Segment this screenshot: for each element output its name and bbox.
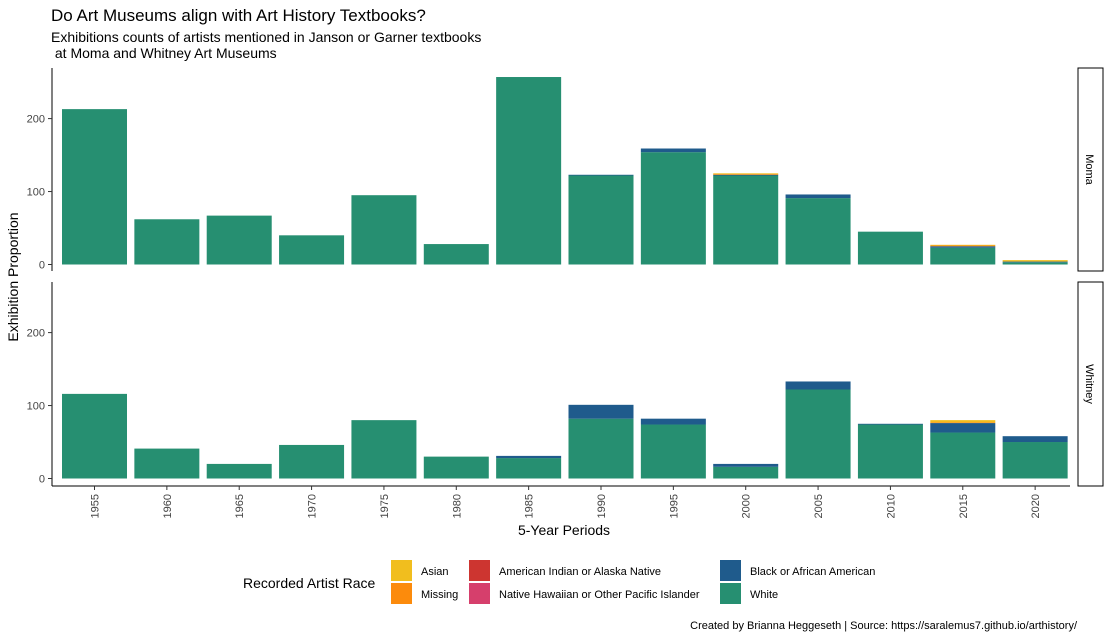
bar-whitney-1975-white [351, 420, 417, 479]
y-axis-label: Exhibition Proportion [5, 212, 21, 341]
bar-whitney-1985-white [496, 458, 562, 479]
chart-subtitle-line-2: at Moma and Whitney Art Museums [51, 45, 277, 61]
chart-subtitle-line-1: Exhibitions counts of artists mentioned … [51, 29, 481, 45]
bar-moma-2020-white [1002, 262, 1068, 265]
bar-moma-1990-black-or-african-american [568, 174, 634, 176]
bar-moma-2020-black-or-african-american [1002, 261, 1068, 263]
legend-title: Recorded Artist Race [243, 575, 375, 591]
facet-strip [1077, 67, 1104, 272]
legend-label: American Indian or Alaska Native [499, 566, 661, 578]
bar-moma-2000-black-or-african-american [713, 174, 779, 176]
x-tick-label: 1970 [307, 494, 319, 518]
x-tick-label: 1985 [524, 494, 536, 518]
bar-whitney-1980-white [423, 456, 489, 479]
bar-whitney-2015-black-or-african-american [930, 423, 996, 433]
facet-panels: 0 100 200 Moma 0 100 200 Whitney [27, 67, 1104, 487]
bar-whitney-2020-white [1002, 442, 1068, 479]
bar-whitney-1955-white [62, 393, 127, 479]
bar-whitney-1985-black-or-african-american [496, 455, 562, 459]
bar-moma-1980-white [423, 244, 489, 265]
y-tick-label: 0 [39, 474, 45, 486]
bar-moma-1965-white [206, 215, 272, 265]
y-tick-label: 200 [27, 328, 45, 340]
panel-whitney: 0 100 200 Whitney [27, 281, 1104, 487]
bar-whitney-1970-white [279, 444, 345, 479]
legend: Recorded Artist Race Asian Missing America… [243, 560, 875, 604]
bar-whitney-2005-black-or-african-american [785, 381, 851, 390]
bar-moma-2010-white [857, 231, 923, 265]
facet-strip [1077, 281, 1104, 487]
bar-whitney-1990-black-or-african-american [568, 404, 634, 419]
x-tick-label: 1980 [451, 494, 463, 518]
x-axis-label: 5-Year Periods [518, 522, 610, 538]
legend-key [720, 583, 741, 604]
y-tick-label: 100 [27, 187, 45, 199]
legend-label: White [750, 589, 778, 601]
bar-moma-1985-white [496, 77, 562, 265]
legend-label: Native Hawaiian or Other Pacific Islande… [499, 589, 700, 601]
bar-moma-1995-white [640, 152, 706, 265]
x-tick-label: 2005 [813, 494, 825, 518]
bar-moma-2015-asian [930, 244, 996, 246]
x-tick-label: 1965 [234, 494, 246, 518]
bar-moma-2015-black-or-african-american [930, 246, 996, 248]
bar-moma-2005-black-or-african-american [785, 194, 851, 199]
bar-moma-2005-white [785, 198, 851, 265]
x-tick-label: 1990 [596, 494, 608, 518]
y-tick-label: 0 [39, 260, 45, 272]
x-tick-label: 1975 [379, 494, 391, 518]
x-tick-label: 2010 [885, 494, 897, 518]
bar-moma-2015-white [930, 247, 996, 265]
y-tick-label: 200 [27, 114, 45, 126]
bar-whitney-2000-black-or-african-american [713, 463, 779, 467]
legend-key [469, 583, 490, 604]
bar-whitney-2015-missing [930, 422, 996, 424]
bar-whitney-2010-white [857, 424, 923, 479]
bar-moma-1975-white [351, 195, 417, 265]
legend-label: Asian [421, 566, 449, 578]
facet-strip-label: Moma [1083, 154, 1095, 185]
panel-moma: 0 100 200 Moma [27, 67, 1104, 272]
legend-key [720, 560, 741, 581]
legend-key [391, 583, 412, 604]
bar-whitney-2015-white [930, 432, 996, 479]
bar-whitney-2010-black-or-african-american [857, 423, 923, 425]
facet-strip-label: Whitney [1083, 364, 1095, 404]
bar-whitney-2005-white [785, 389, 851, 479]
bar-whitney-1995-white [640, 424, 706, 479]
y-tick-label: 100 [27, 401, 45, 413]
x-tick-label: 1960 [162, 494, 174, 518]
bar-moma-1970-white [279, 235, 345, 265]
legend-key [469, 560, 490, 581]
x-tick-label: 1995 [668, 494, 680, 518]
x-tick-label: 2015 [958, 494, 970, 518]
bar-whitney-1995-black-or-african-american [640, 418, 706, 425]
legend-key [391, 560, 412, 581]
bar-moma-2000-missing [713, 174, 779, 175]
x-tick-label: 2000 [741, 494, 753, 518]
bar-moma-1995-black-or-african-american [640, 148, 706, 153]
bar-moma-1990-white [568, 175, 634, 265]
bar-whitney-1990-white [568, 418, 634, 479]
bar-moma-2020-asian [1002, 260, 1068, 262]
bar-whitney-2000-white [713, 466, 779, 479]
legend-label: Black or African American [750, 566, 875, 578]
legend-label: Missing [421, 589, 458, 601]
bar-whitney-1960-white [134, 448, 200, 479]
x-tick-label: 1955 [90, 494, 102, 518]
bar-moma-2000-asian [713, 173, 779, 175]
bar-moma-1955-white [62, 109, 127, 265]
x-tick-label: 2020 [1030, 494, 1042, 518]
bar-moma-1960-white [134, 219, 200, 265]
bar-whitney-2020-black-or-african-american [1002, 436, 1068, 443]
bar-whitney-1965-white [206, 463, 272, 479]
bar-moma-2015-missing [930, 245, 996, 247]
x-axis: 1955 1960 1965 1970 1975 1980 1985 1990 1995 2000… [52, 485, 1070, 518]
chart-title: Do Art Museums align with Art History Te… [51, 6, 426, 25]
caption: Created by Brianna Heggeseth | Source: h… [690, 620, 1078, 632]
bar-moma-2000-white [713, 175, 779, 265]
bar-whitney-2015-asian [930, 420, 996, 423]
